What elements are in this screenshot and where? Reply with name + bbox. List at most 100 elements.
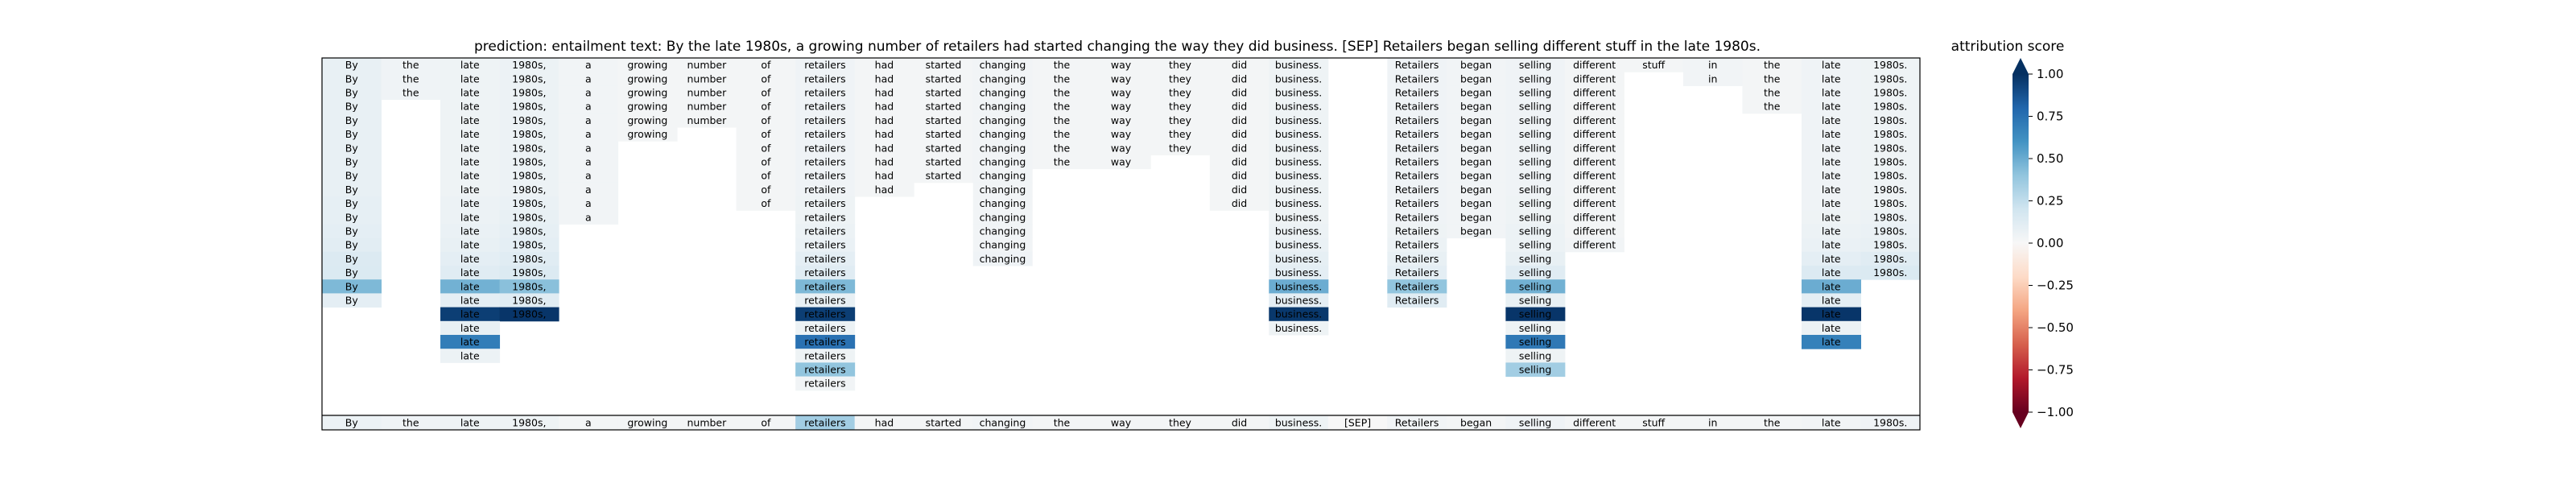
colorbar-gradient (2013, 74, 2029, 412)
token-label: the (1054, 59, 1071, 71)
token-label: 1980s. (1873, 87, 1907, 99)
heatmap-cell (1564, 141, 1624, 155)
bottom-token-label: selling (1519, 417, 1551, 429)
heatmap-cell (1209, 155, 1269, 170)
heatmap-cell (736, 168, 796, 184)
heatmap-cell (1505, 293, 1566, 308)
token-label: did (1232, 87, 1247, 99)
heatmap-cell (795, 376, 856, 391)
token-label: changing (980, 142, 1026, 154)
token-label: business. (1275, 59, 1322, 71)
token-label: different (1573, 101, 1616, 113)
token-label: they (1169, 101, 1192, 113)
token-label: By (345, 197, 359, 209)
heatmap-cell (854, 127, 914, 142)
heatmap-cell (795, 182, 856, 197)
heatmap-cell (617, 127, 678, 142)
token-label: late (1822, 114, 1841, 126)
colorbar-tick-label: 0.75 (2037, 109, 2063, 124)
heatmap-cell (617, 72, 678, 86)
token-label: a (585, 184, 592, 196)
token-label: selling (1519, 59, 1551, 71)
heatmap-cell (795, 141, 856, 155)
heatmap-cell (795, 307, 856, 322)
heatmap-cell (914, 58, 974, 72)
heatmap-cell (1446, 141, 1506, 155)
heatmap-cell (499, 279, 559, 294)
heatmap-cell (1801, 266, 1861, 280)
heatmap-cell (499, 72, 559, 86)
token-label: number (687, 59, 727, 71)
token-label: started (926, 156, 962, 168)
token-label: Retailers (1395, 170, 1439, 182)
heatmap-cell (1091, 85, 1151, 101)
heatmap-cell (1564, 85, 1624, 101)
token-label: of (761, 142, 771, 154)
token-label: had (875, 128, 894, 140)
token-label: By (345, 128, 359, 140)
token-label: By (345, 114, 359, 126)
token-label: of (761, 128, 771, 140)
heatmap-cell (1742, 85, 1802, 101)
token-label: Retailers (1395, 253, 1439, 265)
token-label: late (460, 156, 480, 168)
heatmap-cell (440, 99, 501, 114)
token-label: late (460, 349, 480, 361)
token-label: late (460, 142, 480, 154)
bottom-token-label: the (1764, 417, 1781, 429)
token-label: did (1232, 101, 1247, 113)
heatmap-cell (440, 307, 501, 322)
token-label: number (687, 101, 727, 113)
heatmap-cell (1505, 237, 1566, 253)
bottom-token-label: late (1822, 417, 1841, 429)
heatmap-cell (322, 85, 382, 101)
token-label: late (460, 322, 480, 334)
heatmap-cell (1209, 168, 1269, 184)
token-label: business. (1275, 266, 1322, 279)
heatmap-cell (499, 127, 559, 142)
token-label: selling (1519, 336, 1551, 348)
heatmap-cell (1505, 349, 1566, 363)
heatmap-cell (1860, 168, 1921, 184)
token-label: 1980s, (512, 253, 546, 265)
token-label: business. (1275, 142, 1322, 154)
heatmap-cell (914, 155, 974, 170)
token-label: Retailers (1395, 266, 1439, 279)
heatmap-cell (1801, 72, 1861, 86)
token-label: Retailers (1395, 59, 1439, 71)
token-label: Retailers (1395, 114, 1439, 126)
token-label: began (1460, 114, 1492, 126)
token-label: did (1232, 156, 1247, 168)
bottom-token-cell (1682, 415, 1743, 430)
token-label: of (761, 156, 771, 168)
bottom-token-cell (440, 415, 501, 430)
bottom-token-label: they (1169, 417, 1192, 429)
token-label: began (1460, 101, 1492, 113)
heatmap-cell (795, 113, 856, 128)
token-label: the (1054, 72, 1071, 85)
bottom-token-cell (795, 415, 856, 430)
token-label: growing (627, 101, 667, 113)
bottom-token-label: growing (627, 417, 667, 429)
token-label: retailers (804, 142, 845, 154)
heatmap-cell (1505, 182, 1566, 197)
heatmap-cell (1801, 196, 1861, 211)
token-label: had (875, 87, 894, 99)
token-label: By (345, 101, 359, 113)
token-label: the (1054, 87, 1071, 99)
heatmap-cell (322, 99, 382, 114)
token-label: changing (980, 156, 1026, 168)
token-label: 1980s, (512, 101, 546, 113)
heatmap-cell (795, 251, 856, 266)
bottom-token-cell (854, 415, 914, 430)
heatmap-cell (1150, 127, 1211, 142)
colorbar-tick-label: −1.00 (2037, 405, 2074, 419)
heatmap-cell (440, 141, 501, 155)
heatmap-cell (322, 293, 382, 308)
heatmap-cell (1209, 99, 1269, 114)
heatmap-cell (1032, 85, 1092, 101)
heatmap-cell (914, 127, 974, 142)
heatmap-cell (972, 224, 1033, 239)
token-label: 1980s. (1873, 225, 1907, 237)
